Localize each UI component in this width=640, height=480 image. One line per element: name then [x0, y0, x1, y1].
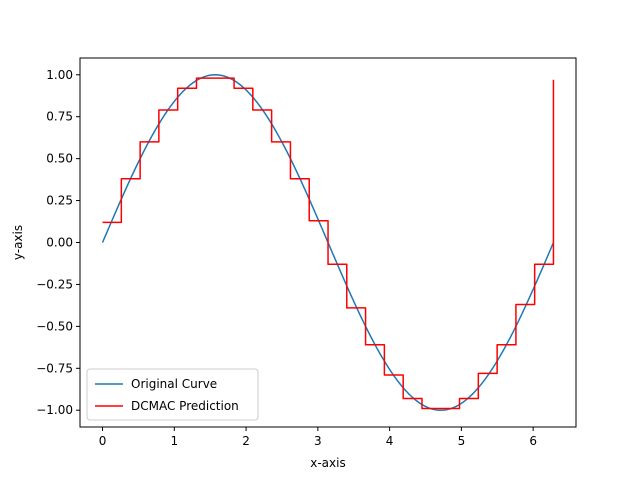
dcmac-prediction-line — [102, 77, 555, 410]
x-tick-label: 2 — [242, 434, 250, 448]
y-tick-label: 1.00 — [46, 68, 73, 82]
x-tick-label: 6 — [529, 434, 537, 448]
y-tick-label: 0.50 — [46, 152, 73, 166]
x-tick-label: 5 — [458, 434, 466, 448]
legend: Original Curve DCMAC Prediction — [86, 368, 259, 421]
plot-area — [101, 74, 555, 411]
x-tick-label: 3 — [314, 434, 322, 448]
x-tick-label: 0 — [99, 434, 107, 448]
legend-label: Original Curve — [131, 377, 217, 391]
x-axis-ticks: 0 1 2 3 4 5 6 — [99, 427, 537, 448]
x-tick-label: 1 — [170, 434, 178, 448]
y-tick-label: −0.50 — [36, 319, 73, 333]
y-tick-label: −0.25 — [36, 277, 73, 291]
y-axis-label: y-axis — [11, 225, 25, 260]
y-axis-ticks: −1.00 −0.75 −0.50 −0.25 0.00 0.25 0.50 0.75 1.00 — [36, 68, 80, 417]
y-tick-label: −1.00 — [36, 403, 73, 417]
x-axis-label: x-axis — [310, 456, 345, 470]
legend-label: DCMAC Prediction — [131, 399, 239, 413]
y-tick-label: −0.75 — [36, 361, 73, 375]
x-tick-label: 4 — [386, 434, 394, 448]
y-tick-label: 0.75 — [46, 110, 73, 124]
y-tick-label: 0.00 — [46, 236, 73, 250]
legend-box — [86, 368, 259, 421]
y-tick-label: 0.25 — [46, 194, 73, 208]
